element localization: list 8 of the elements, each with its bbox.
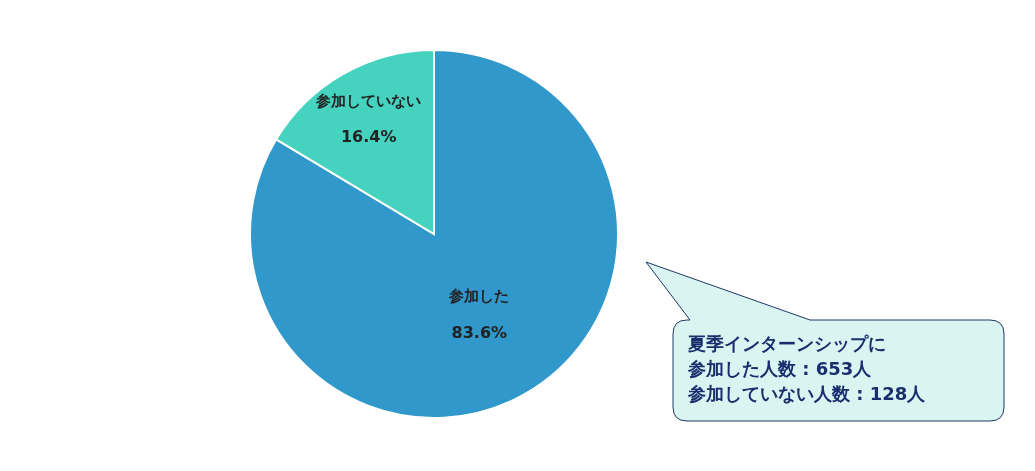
text: 参加していない人数 : 128人 [687, 383, 927, 404]
slice-label: 参加していない [315, 91, 422, 110]
data-label: 16.4% [340, 127, 397, 147]
text: 夏季インターンシップに [687, 333, 886, 354]
data-label: 83.6% [451, 322, 508, 342]
pie-slice [249, 49, 619, 419]
slice-label: 参加した [448, 287, 510, 306]
text: 参加した人数 : 653人 [687, 358, 873, 379]
